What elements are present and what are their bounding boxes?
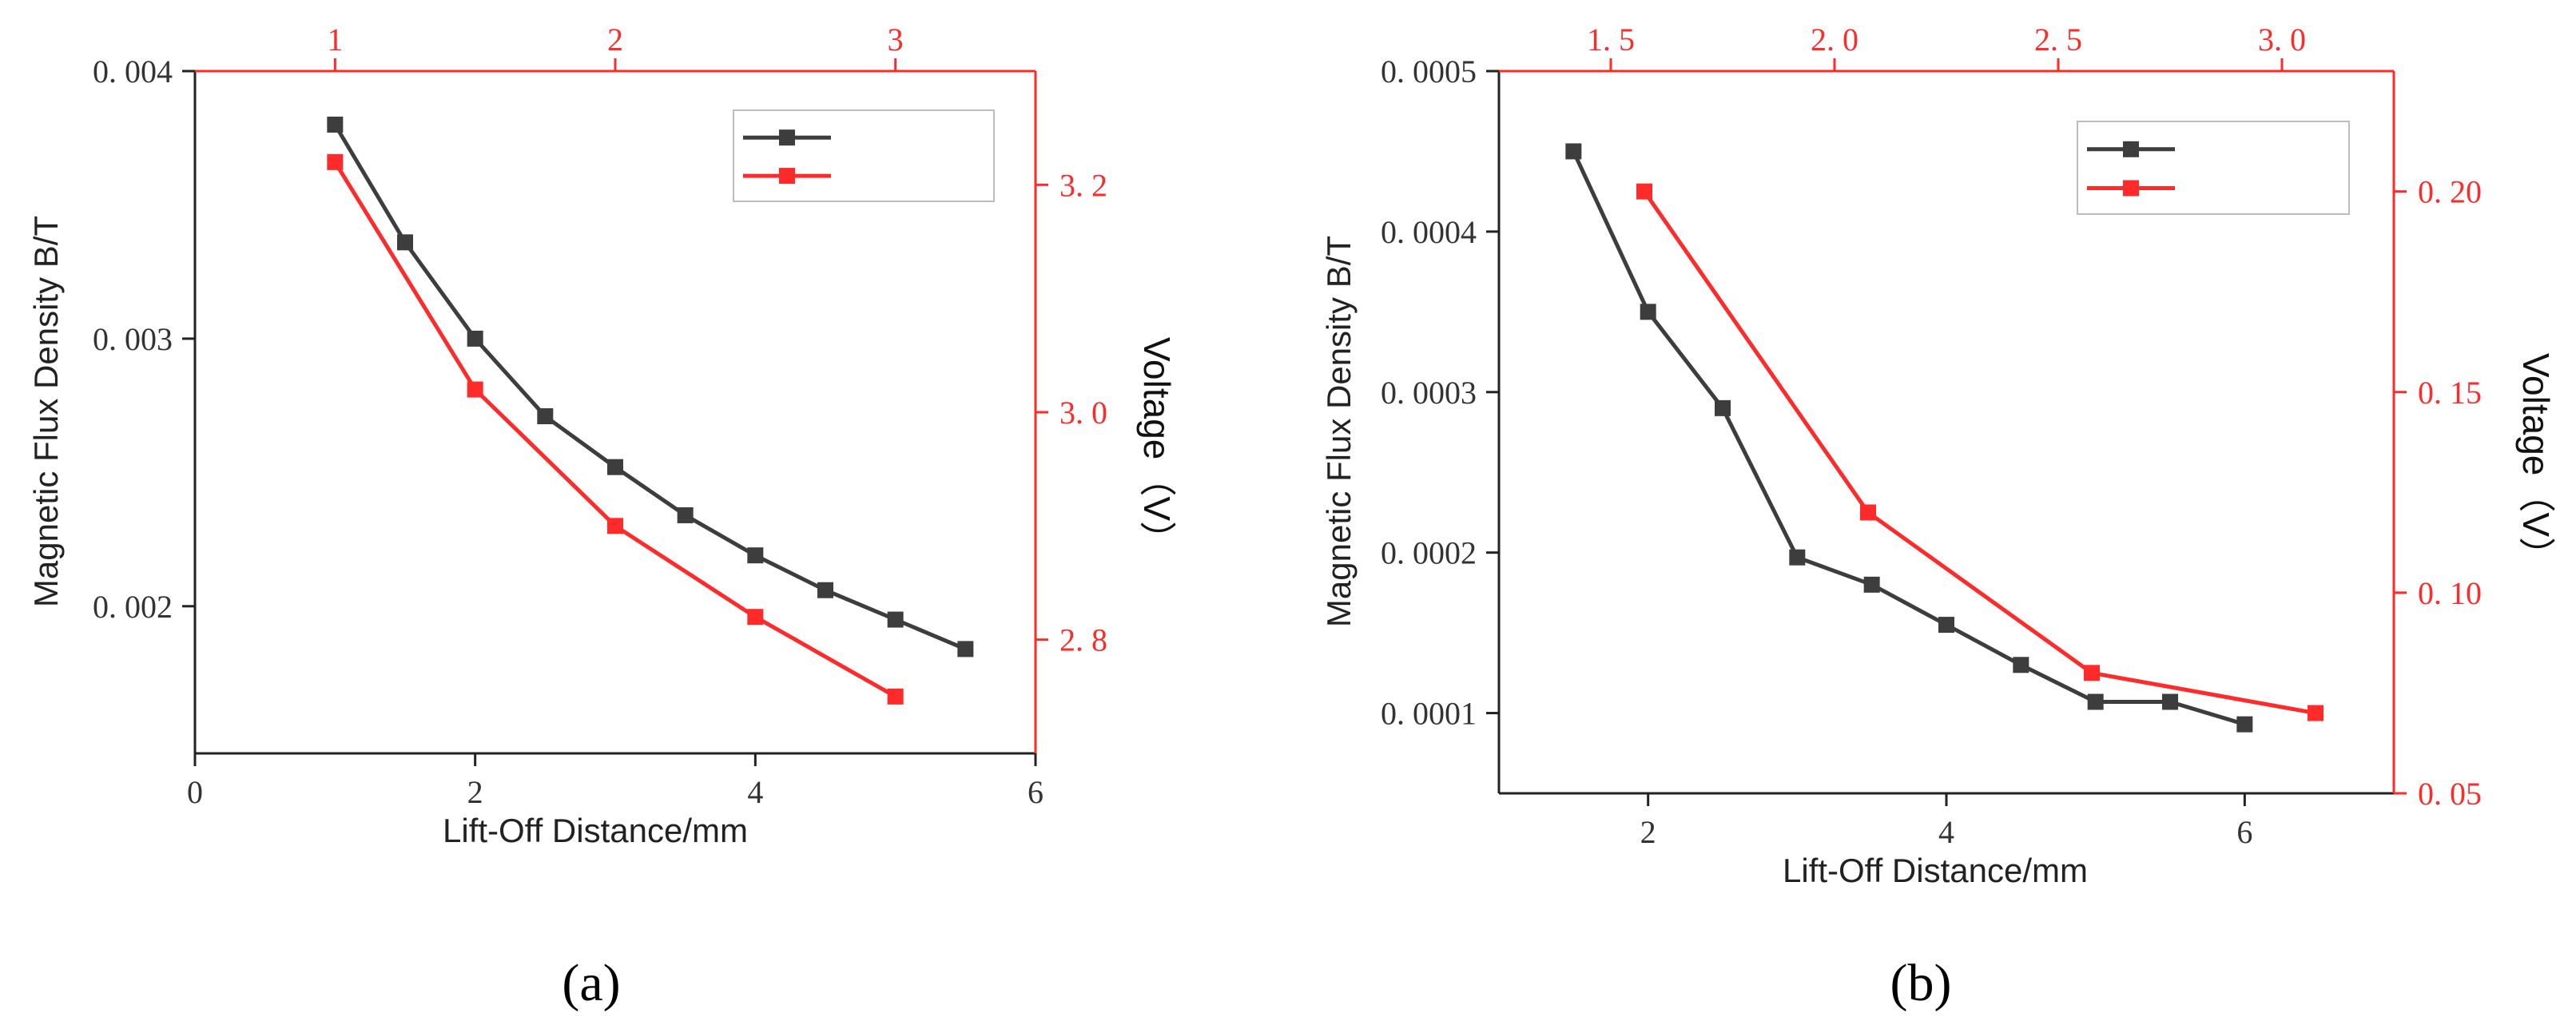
series-line-red xyxy=(333,161,896,698)
x2-tick-label: 3. 0 xyxy=(2258,22,2306,58)
y-axis-title: Magnetic Flux Density B/T xyxy=(27,216,65,607)
x2-tick-label: 1 xyxy=(327,22,343,58)
x2-tick-label: 2. 0 xyxy=(1811,22,1858,58)
x2-tick-label: 2. 5 xyxy=(2034,22,2082,58)
y-tick-label: 0. 0004 xyxy=(1381,214,1477,250)
data-point-red xyxy=(2084,665,2100,681)
y2-tick-label: 3. 2 xyxy=(1059,167,1107,203)
y-tick-label: 0. 003 xyxy=(93,321,173,357)
legend-marker-black xyxy=(779,129,795,146)
x-tick-label: 0 xyxy=(187,774,203,810)
data-point-black xyxy=(467,330,483,347)
data-point-black xyxy=(2162,693,2178,710)
data-point-red xyxy=(2308,705,2324,721)
data-point-red xyxy=(327,153,344,170)
data-point-black xyxy=(957,641,974,658)
legend-box xyxy=(2077,121,2350,215)
series-line-black xyxy=(1572,150,2246,726)
legend-box xyxy=(733,109,995,202)
data-point-black xyxy=(817,582,833,598)
x-axis-title: Lift-Off Distance/mm xyxy=(443,812,748,849)
y-tick-label: 0. 0001 xyxy=(1381,696,1477,732)
data-point-black xyxy=(397,234,413,251)
x-tick-label: 2 xyxy=(1640,814,1656,850)
chart-panel-a: 0 2 4 6 0. 002 0. 003 0. 004 1 2 3 2. 8 3. 0 3. 2 Lif… xyxy=(27,22,1178,1012)
data-point-black xyxy=(537,408,554,425)
x-tick-label: 4 xyxy=(1938,814,1954,850)
y2-axis-title: Voltage（V） xyxy=(2515,353,2557,574)
data-point-black xyxy=(327,116,344,133)
panel-label: (b) xyxy=(1890,954,1952,1012)
data-point-black xyxy=(747,547,764,564)
data-point-red xyxy=(607,518,623,534)
panel-label: (a) xyxy=(562,954,620,1012)
x-tick-label: 4 xyxy=(747,774,763,810)
y-tick-label: 0. 0005 xyxy=(1381,54,1477,89)
data-point-black xyxy=(607,459,623,475)
data-point-black xyxy=(1938,617,1954,634)
data-point-black xyxy=(1715,399,1731,416)
legend xyxy=(733,109,995,202)
series-line-red xyxy=(1642,190,2316,716)
y2-tick-label: 0. 10 xyxy=(2418,575,2482,611)
data-point-red xyxy=(887,688,904,705)
x2-tick-label: 1. 5 xyxy=(1587,22,1635,58)
data-point-black xyxy=(1565,143,1582,160)
legend-marker-red xyxy=(779,168,795,185)
data-point-black xyxy=(1863,576,1880,593)
data-point-black xyxy=(2236,716,2253,733)
data-point-red xyxy=(1860,504,1876,521)
series-line-black xyxy=(333,123,967,651)
data-point-black xyxy=(2013,657,2029,673)
data-point-red xyxy=(747,609,764,626)
data-point-black xyxy=(1789,549,1806,566)
y-tick-label: 0. 0002 xyxy=(1381,535,1477,571)
data-point-red xyxy=(1636,183,1652,200)
y2-tick-label: 2. 8 xyxy=(1059,622,1107,658)
y2-axis-title: Voltage（V） xyxy=(1136,337,1178,558)
legend-marker-red xyxy=(2123,180,2139,197)
y2-tick-label: 0. 20 xyxy=(2418,174,2482,210)
legend-marker-black xyxy=(2123,141,2139,157)
data-point-red xyxy=(467,381,483,398)
y2-tick-label: 0. 15 xyxy=(2418,375,2482,411)
x-axis-title: Lift-Off Distance/mm xyxy=(1783,852,2088,889)
y2-tick-label: 3. 0 xyxy=(1059,395,1107,431)
legend xyxy=(2077,121,2350,215)
x-tick-label: 6 xyxy=(1028,774,1044,810)
y-tick-label: 0. 0003 xyxy=(1381,375,1477,411)
x-tick-label: 6 xyxy=(2236,814,2252,850)
x-tick-label: 2 xyxy=(467,774,483,810)
y-axis-title: Magnetic Flux Density B/T xyxy=(1320,236,1358,627)
chart-panel-b: 2 4 6 0. 0001 0. 0002 0. 0003 0. 0004 0. 0005 1.… xyxy=(1320,22,2557,1012)
y-tick-label: 0. 004 xyxy=(93,54,173,89)
x2-tick-label: 2 xyxy=(607,22,623,58)
y2-tick-label: 0. 05 xyxy=(2418,776,2482,812)
x2-tick-label: 3 xyxy=(888,22,904,58)
data-point-black xyxy=(887,611,904,628)
data-point-black xyxy=(1640,304,1656,320)
data-point-black xyxy=(677,507,694,523)
data-point-black xyxy=(2087,693,2104,710)
y-tick-label: 0. 002 xyxy=(93,589,173,625)
